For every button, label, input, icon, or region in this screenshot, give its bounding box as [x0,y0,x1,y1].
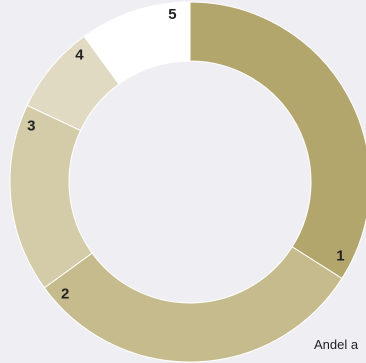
slice-label-1: 1 [336,248,344,265]
slice-label-3: 3 [27,118,35,135]
donut-slice-5 [83,1,191,85]
donut-slice-3 [9,104,93,289]
slice-label-5: 5 [168,6,176,23]
chart-caption: Andel a [314,337,359,352]
donut-slice-2 [43,246,343,363]
slice-label-4: 4 [75,47,84,64]
donut-slice-1 [189,1,366,280]
slice-label-2: 2 [61,285,69,302]
